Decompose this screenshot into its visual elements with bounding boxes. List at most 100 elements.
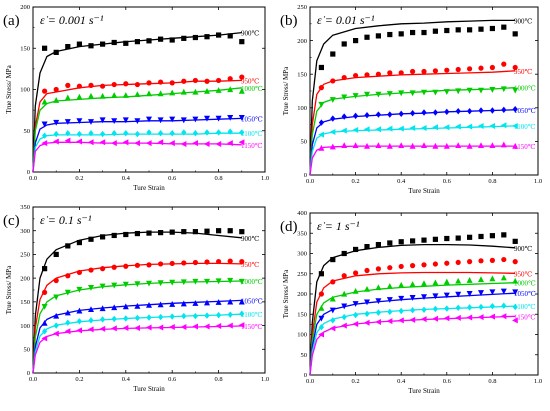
data-point: [375, 142, 382, 149]
series-label: 950℃: [514, 270, 533, 278]
series-1050: 1050℃: [32, 297, 263, 374]
data-point: [216, 129, 222, 136]
data-point: [122, 92, 129, 98]
data-point: [329, 143, 336, 150]
data-point: [203, 140, 210, 147]
data-point: [192, 312, 198, 320]
series-1100: 1100℃: [309, 302, 536, 376]
x-tick-label: 0.6: [168, 175, 177, 182]
data-point: [122, 303, 129, 310]
data-point: [432, 124, 438, 131]
data-point: [87, 326, 94, 333]
data-point: [134, 140, 140, 147]
data-point: [364, 111, 370, 119]
data-point: [444, 235, 450, 242]
data-point: [330, 115, 336, 122]
data-point: [387, 308, 393, 316]
data-point: [409, 316, 416, 323]
data-point: [478, 107, 484, 114]
data-point: [76, 318, 82, 325]
data-point: [134, 324, 140, 331]
y-tick-label: 200: [20, 275, 30, 282]
data-point: [341, 41, 347, 47]
data-point: [87, 139, 94, 146]
data-point: [353, 72, 359, 79]
data-point: [134, 118, 141, 125]
data-point: [443, 292, 450, 299]
data-point: [53, 294, 60, 301]
data-point: [421, 109, 427, 116]
data-point: [100, 130, 106, 138]
series-line: [32, 87, 242, 173]
data-point: [341, 322, 347, 329]
data-point: [227, 114, 234, 121]
series-label: 1000℃: [514, 280, 536, 288]
data-point: [352, 93, 359, 99]
data-point: [169, 229, 175, 235]
series-1000: 1000℃: [309, 85, 536, 176]
data-point: [432, 236, 438, 242]
data-point: [432, 293, 439, 300]
data-point: [146, 80, 152, 86]
chart-panel-a: 0.0 0.2 0.4 0.6 0.8 1.0 0 50 100 150 200 Ture Strai…: [3, 4, 269, 192]
data-point: [204, 129, 210, 136]
series-label: 1050℃: [514, 107, 536, 115]
data-point: [41, 335, 48, 342]
y-tick-label: 150: [297, 71, 307, 78]
data-point: [318, 64, 324, 71]
data-point: [88, 317, 94, 324]
chart-panel-b: 0.0 0.2 0.4 0.6 0.8 1.0 0 50 100 150 200 250 Ture St…: [280, 4, 542, 195]
data-point: [421, 89, 427, 96]
data-point: [330, 51, 336, 57]
data-point: [500, 122, 507, 129]
data-point: [467, 66, 473, 72]
data-point: [227, 86, 234, 93]
series-label: 1150℃: [514, 143, 536, 151]
data-point: [76, 130, 82, 138]
data-point: [238, 278, 245, 285]
data-point: [157, 90, 164, 97]
y-tick-label: 50: [301, 139, 308, 146]
strain-rate-label: ε̇ = 0.01 s⁻¹: [317, 13, 375, 27]
data-point: [65, 243, 71, 249]
data-point: [375, 71, 381, 77]
x-tick-label: 0.6: [443, 178, 452, 185]
data-point: [478, 142, 484, 149]
data-point: [329, 307, 336, 314]
data-point: [489, 122, 495, 129]
data-point: [398, 125, 404, 132]
data-point: [180, 323, 187, 330]
data-point: [467, 304, 473, 311]
data-point: [169, 130, 175, 137]
x-tick-label: 0.2: [352, 378, 360, 385]
data-point: [41, 121, 48, 128]
data-point: [100, 266, 106, 272]
series-label: 900℃: [241, 30, 260, 38]
data-point: [318, 144, 325, 151]
data-point: [180, 140, 187, 147]
data-point: [41, 140, 48, 147]
data-point: [192, 278, 199, 285]
data-point: [466, 87, 473, 94]
data-point: [100, 316, 106, 323]
data-point: [363, 126, 370, 133]
data-point: [204, 259, 210, 265]
data-point: [169, 260, 175, 267]
data-point: [215, 115, 222, 122]
data-point: [489, 87, 496, 93]
data-point: [158, 130, 164, 137]
data-point: [180, 300, 187, 307]
data-point: [477, 122, 484, 129]
data-point: [364, 285, 370, 292]
series-label: 1050℃: [241, 297, 263, 305]
data-point: [65, 82, 71, 88]
y-axis-label: True Stress/ MPa: [282, 66, 290, 115]
data-point: [134, 302, 141, 309]
x-tick-label: 0.0: [306, 178, 314, 185]
chart-panel-d: 0.0 0.2 0.4 0.6 0.8 1.0 0 50 100 150 200 250 300 350 4…: [280, 210, 542, 395]
data-point: [455, 304, 461, 311]
series-1100: 1100℃: [32, 128, 263, 173]
series-line: [309, 315, 516, 376]
data-point: [409, 90, 416, 97]
data-point: [76, 307, 83, 314]
